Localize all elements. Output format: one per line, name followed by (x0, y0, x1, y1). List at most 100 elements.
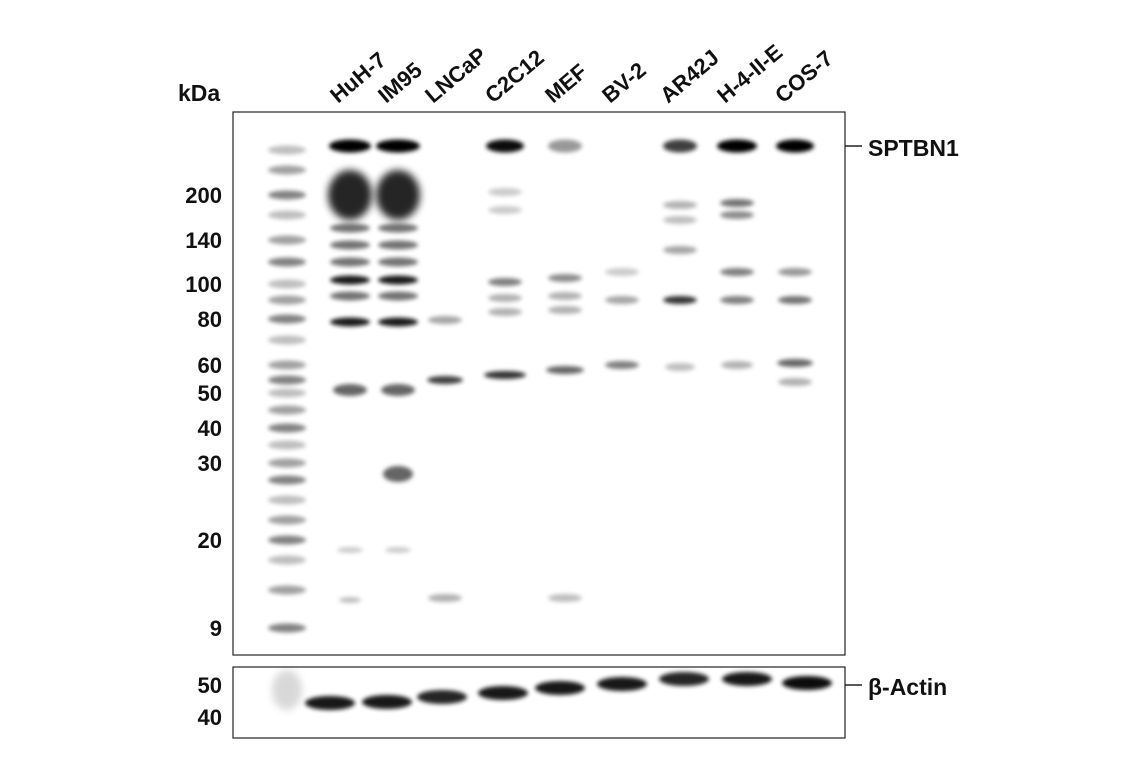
marker-label: 140 (185, 228, 222, 253)
band (546, 366, 584, 374)
band (268, 279, 306, 289)
band (268, 515, 306, 525)
marker-label: 50 (198, 673, 222, 698)
units-label: kDa (178, 80, 220, 106)
band (268, 235, 306, 245)
band (663, 139, 697, 153)
band (329, 139, 371, 153)
band (428, 316, 462, 324)
band (665, 363, 695, 371)
band (488, 308, 522, 316)
band (362, 695, 412, 709)
top-panel (232, 111, 846, 656)
band (330, 240, 370, 250)
band (268, 314, 306, 324)
band (659, 672, 709, 686)
band (428, 594, 462, 602)
band (417, 690, 467, 704)
band (778, 296, 812, 304)
band (330, 257, 370, 267)
bottom-target-label: β-Actin (868, 674, 947, 700)
lane-label: H-4-II-E (712, 39, 787, 108)
band (378, 317, 418, 327)
band (272, 670, 302, 710)
band (717, 139, 757, 153)
band (663, 296, 697, 304)
band (720, 211, 754, 219)
band (548, 594, 582, 602)
band (268, 535, 306, 545)
band (268, 210, 306, 220)
band (488, 278, 522, 286)
lane-label: LNCaP (420, 42, 491, 108)
lane-label: MEF (540, 59, 592, 108)
band (381, 384, 415, 396)
band (268, 495, 306, 505)
band (478, 686, 528, 700)
band (268, 165, 306, 175)
band (605, 268, 639, 276)
band (268, 458, 306, 468)
band (776, 139, 814, 153)
band (778, 268, 812, 276)
marker-label: 50 (198, 381, 222, 406)
band (268, 585, 306, 595)
band (268, 257, 306, 267)
band (488, 206, 522, 214)
band (337, 547, 363, 553)
band (378, 240, 418, 250)
band (663, 246, 697, 254)
band (484, 371, 526, 379)
lane-label: AR42J (655, 45, 724, 108)
marker-label: 100 (185, 272, 222, 297)
band (605, 361, 639, 369)
band (721, 361, 753, 369)
marker-label: 80 (198, 307, 222, 332)
band (268, 295, 306, 305)
band (663, 201, 697, 209)
lane-label: C2C12 (480, 45, 549, 108)
band (777, 359, 813, 367)
marker-label: 30 (198, 451, 222, 476)
band (268, 145, 306, 155)
marker-label: 60 (198, 353, 222, 378)
band (488, 188, 522, 196)
band (268, 388, 306, 398)
band (268, 360, 306, 370)
marker-label: 40 (198, 705, 222, 730)
band (376, 170, 420, 220)
band (486, 139, 524, 153)
marker-label: 20 (198, 528, 222, 553)
band (330, 291, 370, 301)
band (333, 384, 367, 396)
band (605, 296, 639, 304)
lane-label: BV-2 (597, 57, 651, 108)
band (378, 291, 418, 301)
band (376, 139, 420, 153)
band (268, 623, 306, 633)
band (268, 555, 306, 565)
band (339, 597, 361, 603)
band (720, 199, 754, 207)
band (268, 335, 306, 345)
band (548, 274, 582, 282)
band (378, 223, 418, 233)
band (330, 275, 370, 285)
marker-label: 200 (185, 183, 222, 208)
band (782, 676, 832, 690)
band (328, 170, 372, 220)
band (385, 547, 411, 553)
band (268, 375, 306, 385)
band (548, 306, 582, 314)
band (427, 376, 463, 384)
band (268, 475, 306, 485)
band (720, 296, 754, 304)
band (268, 423, 306, 433)
band (535, 681, 585, 695)
bands (268, 139, 832, 710)
band (330, 223, 370, 233)
band (268, 440, 306, 450)
band (663, 216, 697, 224)
